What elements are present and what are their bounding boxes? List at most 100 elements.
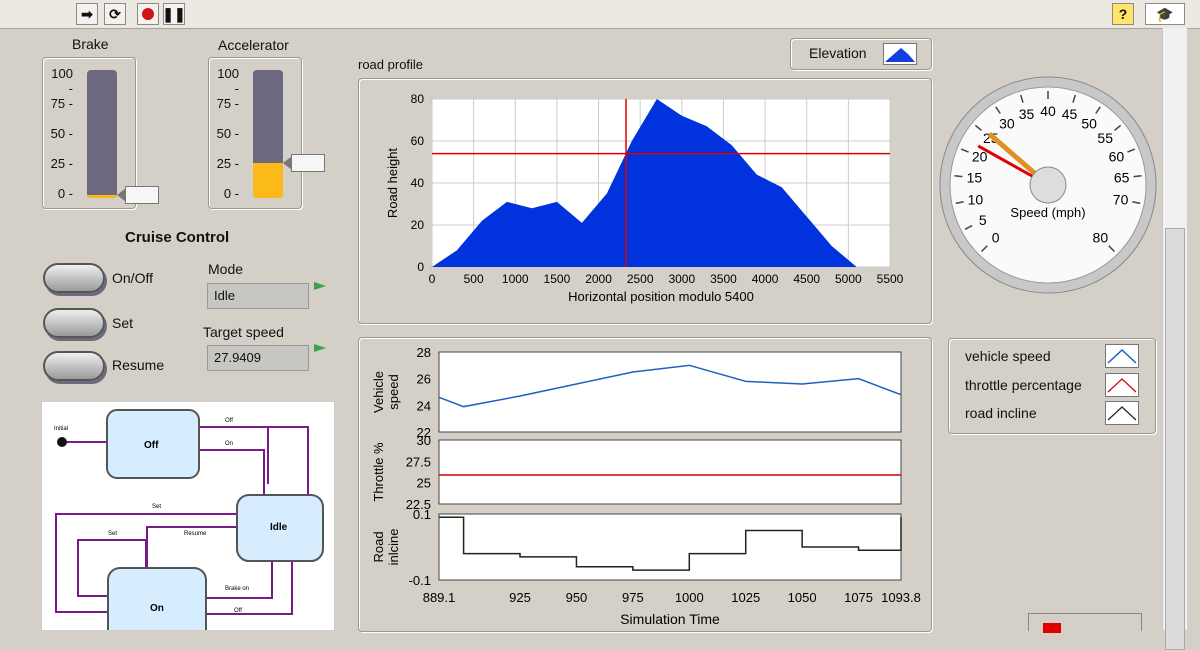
set-label: Set bbox=[112, 315, 134, 331]
transition-set-2: Set bbox=[108, 531, 117, 537]
speedometer: 051015202530354045505560657080Speed (mph… bbox=[938, 75, 1158, 295]
gauge-tick bbox=[964, 224, 973, 230]
elevation-button[interactable]: Elevation bbox=[790, 38, 932, 70]
time-tick-label: 975 bbox=[622, 590, 644, 605]
brake-tank bbox=[87, 70, 117, 198]
gauge-tick-label: 70 bbox=[1113, 191, 1129, 207]
gauge-tick bbox=[974, 124, 982, 132]
abort-icon[interactable] bbox=[137, 3, 159, 25]
help-icon[interactable]: ? bbox=[1112, 3, 1134, 25]
stop-button[interactable] bbox=[1028, 613, 1142, 633]
transition-resume: Resume bbox=[184, 531, 207, 537]
vehicle-speed-axis-label: speed bbox=[386, 374, 401, 409]
gauge-tick-label: 35 bbox=[1019, 106, 1035, 122]
state-chart: Off Idle On Initial Off On Set Set Resum… bbox=[42, 402, 334, 630]
vehicle-speed-tick-label: 24 bbox=[417, 398, 431, 413]
y-tick-label: 20 bbox=[411, 218, 425, 232]
x-tick-label: 3500 bbox=[710, 272, 737, 286]
gauge-tick bbox=[1133, 175, 1142, 178]
accelerator-tank bbox=[253, 70, 283, 198]
mode-flag-icon bbox=[314, 282, 326, 290]
scrollbar-thumb[interactable] bbox=[1165, 228, 1185, 650]
elevation-label: Elevation bbox=[809, 45, 867, 61]
mode-label: Mode bbox=[208, 261, 244, 277]
resume-button[interactable] bbox=[43, 351, 105, 381]
road-incline-tick-label: 0.1 bbox=[413, 507, 431, 522]
gauge-tick bbox=[1072, 94, 1077, 103]
vertical-scrollbar[interactable] bbox=[1162, 28, 1187, 650]
road-incline-axis-label: Road bbox=[371, 531, 386, 562]
legend-throttle: throttle percentage bbox=[965, 377, 1082, 393]
initial-dot bbox=[57, 437, 67, 447]
cruise-control-title: Cruise Control bbox=[125, 229, 230, 246]
plot-legend: vehicle speed throttle percentage road i… bbox=[948, 338, 1156, 434]
x-axis-label: Horizontal position modulo 5400 bbox=[568, 289, 754, 304]
acc-tick-label: 50 - bbox=[216, 126, 239, 141]
run-arrow-icon[interactable]: ➡ bbox=[76, 3, 98, 25]
throttle-tick-label: 27.5 bbox=[406, 454, 431, 469]
gauge-tick-label: 50 bbox=[1081, 115, 1097, 131]
brake-tick-label: 100 - bbox=[51, 66, 73, 96]
gauge-tick-label: 5 bbox=[979, 212, 987, 228]
set-button[interactable] bbox=[43, 308, 105, 338]
state-on bbox=[107, 567, 207, 630]
throttle-tick-label: 30 bbox=[417, 433, 431, 448]
gauge-tick bbox=[1095, 106, 1101, 114]
legend-vehicle-speed: vehicle speed bbox=[965, 348, 1051, 364]
run-continuous-icon[interactable]: ⟳ bbox=[104, 3, 126, 25]
brake-slider[interactable]: 100 -75 - 50 - 25 - 0 - bbox=[42, 57, 159, 209]
y-tick-label: 60 bbox=[411, 134, 425, 148]
time-tick-label: 1075 bbox=[844, 590, 873, 605]
y-tick-label: 0 bbox=[417, 260, 424, 274]
elevation-plot-icon bbox=[883, 43, 917, 65]
stop-icon bbox=[1043, 623, 1061, 633]
simulation-frame: 28 26 24 22 Vehicle speed 30 27.5 25 22.5 Throttle… bbox=[358, 337, 932, 632]
brake-pointer[interactable] bbox=[117, 186, 159, 205]
pause-icon[interactable]: ❚❚ bbox=[162, 3, 186, 25]
on-off-button[interactable] bbox=[43, 263, 105, 293]
gauge-tick-label: 40 bbox=[1040, 103, 1056, 119]
gauge-tick bbox=[1127, 148, 1136, 153]
transition-set-1: Set bbox=[152, 504, 161, 510]
acc-tick-label: 100 - bbox=[217, 66, 239, 96]
acc-tick-label: 75 - bbox=[216, 96, 239, 111]
x-tick-label: 3000 bbox=[668, 272, 695, 286]
x-tick-label: 4000 bbox=[752, 272, 779, 286]
x-tick-label: 0 bbox=[429, 272, 436, 286]
vehicle-speed-plot-area bbox=[438, 351, 902, 433]
x-tick-label: 1000 bbox=[502, 272, 529, 286]
road-incline-line bbox=[439, 516, 902, 571]
state-chart-svg: Off Idle On Initial Off On Set Set Resum… bbox=[54, 409, 324, 630]
legend-road-incline: road incline bbox=[965, 405, 1037, 421]
x-tick-label: 1500 bbox=[544, 272, 571, 286]
legend-throttle-swatch[interactable] bbox=[1105, 373, 1139, 397]
gauge-tick-label: 15 bbox=[967, 170, 983, 186]
transition-off-1: Off bbox=[225, 418, 233, 424]
x-tick-label: 4500 bbox=[793, 272, 820, 286]
gauge-tick bbox=[995, 106, 1001, 114]
x-tick-label: 500 bbox=[464, 272, 484, 286]
legend-vehicle-speed-swatch[interactable] bbox=[1105, 344, 1139, 368]
brake-tick-label: 25 - bbox=[50, 156, 73, 171]
y-tick-label: 40 bbox=[411, 176, 425, 190]
gauge-tick bbox=[981, 245, 988, 252]
gauge-tick-label: 80 bbox=[1093, 229, 1109, 245]
time-axis-label: Simulation Time bbox=[620, 611, 720, 627]
x-tick-label: 2000 bbox=[585, 272, 612, 286]
accelerator-pointer[interactable] bbox=[283, 154, 325, 173]
brake-title: Brake bbox=[72, 36, 109, 52]
speedometer-svg: 051015202530354045505560657080Speed (mph… bbox=[939, 76, 1157, 294]
gauge-tick-label: 30 bbox=[999, 115, 1015, 131]
time-tick-label: 1000 bbox=[675, 590, 704, 605]
accelerator-slider[interactable]: 100 -75 - 50 - 25 - 0 - bbox=[208, 57, 325, 209]
gauge-tick bbox=[954, 175, 963, 178]
vehicle-speed-tick-label: 22 bbox=[417, 425, 431, 440]
x-tick-label: 2500 bbox=[627, 272, 654, 286]
time-tick-label: 950 bbox=[566, 590, 588, 605]
accelerator-title: Accelerator bbox=[218, 37, 289, 53]
gauge-tick-label: 10 bbox=[968, 191, 984, 207]
brake-level bbox=[87, 195, 117, 198]
state-idle-label: Idle bbox=[270, 522, 288, 533]
road-incline-tick-label: -0.1 bbox=[409, 573, 431, 588]
legend-road-incline-swatch[interactable] bbox=[1105, 401, 1139, 425]
